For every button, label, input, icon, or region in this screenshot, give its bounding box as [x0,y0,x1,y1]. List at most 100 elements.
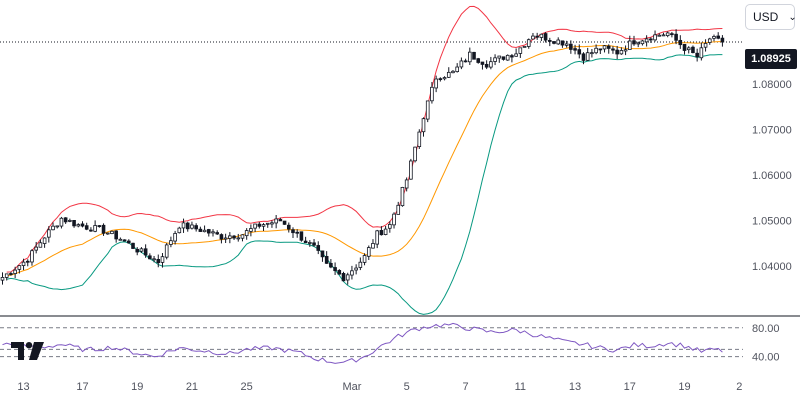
currency-selector[interactable]: USD ⌄ [745,4,797,30]
candle [379,230,384,236]
candle [345,274,350,281]
candle [169,240,173,245]
candle [366,247,371,257]
candle [518,47,523,54]
candle [59,217,64,227]
candle [152,258,156,261]
bollinger-lower-band [6,54,723,315]
candle [653,34,657,41]
candle [459,60,464,68]
candle [89,229,93,232]
candle [468,51,472,63]
candle [552,41,556,44]
candle [417,131,422,148]
candle [497,55,502,59]
candle [640,40,645,45]
candle [206,229,211,234]
candle [324,255,329,264]
candle [489,61,493,68]
candle [682,43,687,51]
candle [560,40,565,46]
candle [341,273,346,282]
candle [160,256,165,263]
price-axis-tick: 1.06000 [752,170,792,182]
candle [425,100,430,120]
candle [68,220,72,222]
candle [55,225,60,228]
candle [695,52,699,58]
oscillator-axis-tick: 40.00 [752,352,780,364]
candle [531,35,535,40]
candle [42,237,47,244]
time-axis-tick: 13 [17,381,29,393]
candle [278,219,283,222]
candle [577,49,582,55]
candle [299,231,304,241]
candle [4,273,9,278]
candle [375,230,379,245]
candle [493,57,497,62]
candle [127,240,131,244]
candle [615,49,619,55]
candle [657,34,662,37]
candle [261,224,266,227]
candle [707,38,712,43]
candle [320,250,325,258]
candle [514,53,518,57]
candle [535,35,539,38]
candle [194,225,198,230]
candle [101,224,106,234]
price-axis-tick: 1.05000 [752,216,792,228]
time-axis-tick: 13 [569,381,581,393]
candle [484,63,489,68]
candle [569,43,573,50]
candle [143,248,148,256]
candle [413,146,417,162]
candle [480,61,485,65]
candle [257,223,262,227]
candle [76,224,81,227]
candle [223,237,228,240]
candle [430,86,434,102]
candle [13,269,17,274]
candle [649,38,653,41]
time-axis-tick: 21 [186,381,198,393]
candle [190,224,194,229]
candle [30,250,34,263]
candle [564,43,569,46]
candle [598,48,603,51]
candle [699,47,704,59]
candle [644,38,649,43]
candle [105,232,110,235]
candle [455,66,459,73]
candle [265,222,270,225]
candle [337,270,342,275]
candle [354,267,358,271]
candle [463,60,468,63]
candle [38,242,43,248]
candle [122,239,127,242]
candle [211,231,215,234]
candle [543,33,548,41]
candle [34,246,38,251]
candle [236,237,241,240]
candle [295,231,299,234]
candle [198,228,203,232]
time-axis-tick: 7 [463,381,469,393]
candle [404,179,409,189]
candle [522,45,527,48]
candle [623,49,628,52]
candle [84,225,89,230]
candle [421,118,426,133]
candle [451,70,455,74]
candle [240,234,245,239]
candle [47,229,51,238]
candle [249,228,253,232]
candle [253,223,257,229]
candle [585,52,590,61]
candle [274,218,278,224]
candle [703,43,708,48]
candle [63,217,68,223]
candle [114,230,118,240]
